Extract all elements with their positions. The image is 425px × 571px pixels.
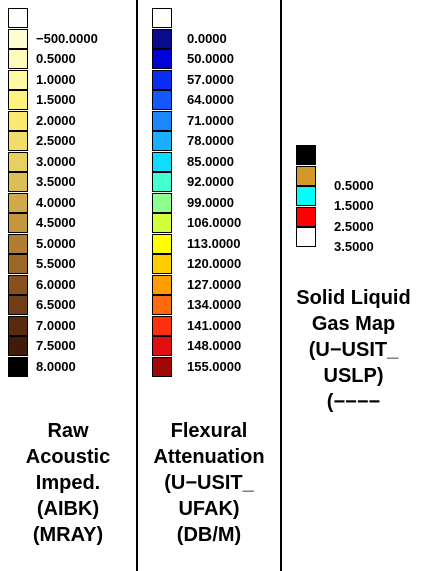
color-swatch [152,254,172,274]
legend-value-label: 50.0000 [187,51,234,66]
legend-title: Solid Liquid Gas Map (U−USIT_ USLP) (−−−− [282,285,425,415]
color-swatch [152,8,172,28]
color-swatch [8,336,28,356]
legend-value-label: 5.0000 [36,235,76,251]
legend-value-label: 57.0000 [187,71,234,87]
legend-value-label: 1.5000 [36,92,76,107]
color-swatch [296,145,316,165]
color-swatch [152,213,172,233]
color-swatch [8,295,28,315]
panel-divider-2 [280,0,282,571]
legend-value-label: 8.0000 [36,358,76,374]
color-swatch [152,90,172,110]
legend-value-label: 0.0000 [187,30,227,46]
legend-value-label: 71.0000 [187,112,234,128]
legend-title-line: (−−−− [326,391,381,413]
legend-value-label: 2.5000 [334,218,374,234]
color-swatch [8,233,28,254]
legend-value-label: 99.0000 [187,194,234,210]
color-swatch [8,69,28,90]
color-swatch [8,28,28,49]
legend-title-line: Acoustic [25,446,111,468]
color-swatch [8,110,28,131]
color-swatch [8,356,28,377]
color-swatch [152,49,172,69]
color-swatch [8,172,28,192]
color-swatch [152,28,172,49]
legend-title-line: Solid Liquid [296,287,411,309]
color-swatch [8,131,28,151]
legend-title-line: Raw [47,420,89,442]
legend-title-line: (U−USIT_ [308,339,399,361]
color-swatch [8,151,28,172]
legend-value-label: 5.5000 [36,256,76,271]
color-swatch [296,227,316,247]
color-swatch [152,110,172,131]
legend-value-label: 127.0000 [187,276,242,292]
legend-title: Flexural Attenuation (U−USIT_ UFAK) (DB/M) [138,418,280,548]
legend-value-label: 3.5000 [334,239,374,254]
legend-value-label: 134.0000 [187,297,242,312]
color-swatch [8,213,28,233]
legend-value-label: 7.5000 [36,338,76,353]
legend-value-label: 4.5000 [36,215,76,230]
legend-title-line: (AIBK) [36,498,100,520]
legend-value-label: 2.0000 [36,112,76,128]
legend-title-line: UFAK) [178,498,240,520]
legend-title-line: Flexural [170,420,248,442]
legend-value-label: 148.0000 [187,338,242,353]
color-swatch [8,192,28,213]
legend-value-label: 1.5000 [334,198,374,213]
color-swatch [296,206,316,227]
legend-value-label: 92.0000 [187,174,234,189]
color-swatch [8,90,28,110]
legend-value-label: 106.0000 [187,215,242,230]
legend-value-label: 0.5000 [334,177,374,193]
legend-title-line: Imped. [35,472,101,494]
legend-value-label: 64.0000 [187,92,234,107]
legend-value-label: 3.5000 [36,174,76,189]
color-swatch [152,274,172,295]
color-swatch [152,172,172,192]
color-swatch [8,8,28,28]
color-swatch [296,186,316,206]
legend-value-label: 155.0000 [187,358,242,374]
legend-value-label: 141.0000 [187,317,242,333]
color-swatch [152,151,172,172]
color-swatch [8,254,28,274]
legend-value-label: 120.0000 [187,256,242,271]
legend-value-label: 1.0000 [36,71,76,87]
legend-value-label: 78.0000 [187,133,234,148]
legend-value-label: 7.0000 [36,317,76,333]
legend-title: Raw Acoustic Imped. (AIBK) (MRAY) [0,418,136,548]
color-swatch [8,49,28,69]
legend-value-label: 6.5000 [36,297,76,312]
legend-value-label: 2.5000 [36,133,76,148]
legend-title-line: (MRAY) [32,524,104,546]
legend-title-line: (U−USIT_ [164,472,254,494]
legend-value-label: 4.0000 [36,194,76,210]
panel-divider-1 [136,0,138,571]
legend-value-label: 0.5000 [36,51,76,66]
legend-title-line: Attenuation [153,446,265,468]
legend-value-label: 6.0000 [36,276,76,292]
color-swatch [8,274,28,295]
color-swatch [152,315,172,336]
legend-title-line: (DB/M) [176,524,242,546]
color-swatch [152,131,172,151]
legend-value-label: 85.0000 [187,153,234,169]
legend-title-line: USLP) [323,365,384,387]
color-swatch [152,192,172,213]
legend-value-label: 113.0000 [187,235,241,251]
color-swatch [152,295,172,315]
color-swatch [152,69,172,90]
color-swatch [152,356,172,377]
legend-value-label: −500.0000 [36,30,98,46]
color-swatch [152,336,172,356]
color-swatch [296,165,316,186]
legend-title-line: Gas Map [311,313,396,335]
legend-value-label: 3.0000 [36,153,76,169]
color-swatch [152,233,172,254]
color-swatch [8,315,28,336]
